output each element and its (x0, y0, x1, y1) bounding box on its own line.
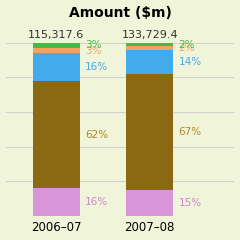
Bar (126, 50, 174, 74)
Text: 3%: 3% (85, 46, 102, 56)
Bar (33, 188, 80, 216)
Text: 14%: 14% (179, 57, 202, 67)
Text: 62%: 62% (85, 130, 108, 140)
Bar (126, 43, 174, 46)
Text: 3%: 3% (85, 41, 102, 50)
Bar (33, 43, 80, 48)
Text: 16%: 16% (85, 62, 108, 72)
Text: 15%: 15% (179, 198, 202, 208)
Text: 16%: 16% (85, 197, 108, 207)
Bar (126, 190, 174, 216)
Bar (126, 46, 174, 50)
Text: 2%: 2% (179, 40, 195, 50)
Text: 133,729.4: 133,729.4 (121, 30, 178, 40)
Bar (126, 74, 174, 190)
Bar (33, 48, 80, 53)
Bar (33, 53, 80, 81)
Text: 67%: 67% (179, 127, 202, 137)
Text: 2%: 2% (179, 43, 195, 53)
Title: Amount ($m): Amount ($m) (69, 6, 171, 19)
Bar (33, 81, 80, 188)
Text: 115,317.6: 115,317.6 (28, 30, 84, 40)
